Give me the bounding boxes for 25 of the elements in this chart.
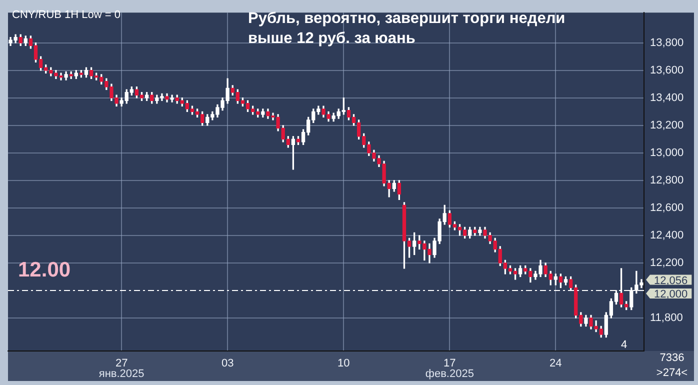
- y-tick-label: 12,800: [650, 174, 684, 186]
- text: 12,000: [654, 288, 688, 301]
- text: Рубль, вероятно, завершит торги недели выше 12 руб. за юань: [248, 9, 566, 49]
- x-tick-label: 10: [338, 358, 350, 370]
- y-tick-label: 12,200: [650, 256, 684, 269]
- y-tick-label: 13,800: [650, 36, 684, 49]
- y-tick-label: 11,800: [650, 312, 683, 324]
- y-tick-label: 13,600: [650, 64, 684, 76]
- x-tick-label: 24: [550, 358, 562, 370]
- text: янв.2025: [98, 368, 144, 380]
- annotation: CNY/RUB 1H Low = 0: [12, 9, 121, 21]
- text: 12,056: [654, 274, 688, 287]
- y-tick-label: 13,200: [650, 119, 684, 132]
- annotation: 12.00: [18, 258, 71, 282]
- y-tick-label: 12,400: [650, 229, 684, 242]
- x-tick-label: 27: [115, 358, 128, 370]
- x-tick-label: 17: [444, 358, 456, 370]
- y-tick-label: 13,400: [650, 92, 684, 104]
- y-tick-label: 12,600: [650, 202, 684, 214]
- text: 7336: [660, 352, 684, 364]
- text: >274<: [656, 367, 688, 379]
- x-tick-label: 03: [221, 358, 234, 370]
- y-tick-label: 13,000: [650, 146, 684, 159]
- annotation: 4: [620, 339, 628, 351]
- text: фев.2025: [425, 368, 474, 380]
